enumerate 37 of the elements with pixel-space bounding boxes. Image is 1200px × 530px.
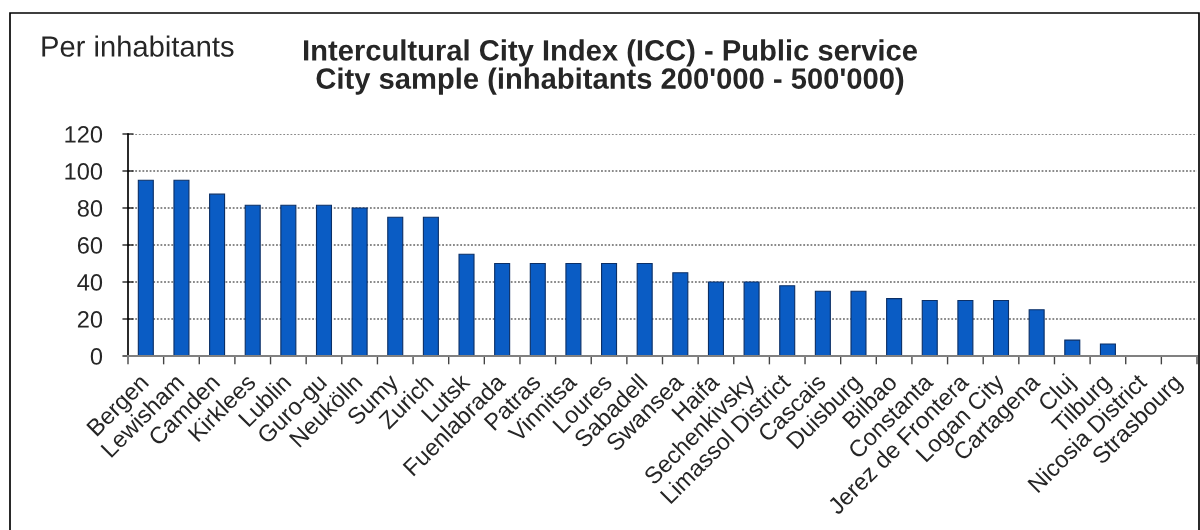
y-tick-label: 40: [77, 274, 103, 291]
bar: [886, 298, 903, 356]
bar: [850, 290, 867, 356]
bar: [921, 299, 938, 356]
bar: [1064, 339, 1081, 356]
bar: [707, 281, 724, 356]
y-tick-label: 80: [77, 200, 103, 217]
bar: [779, 285, 796, 356]
y-tick-label: 60: [77, 237, 103, 254]
bar: [494, 262, 511, 356]
bar: [137, 179, 154, 356]
bar: [1099, 343, 1116, 356]
bar: [351, 207, 368, 356]
bar: [173, 179, 190, 356]
bar: [315, 204, 333, 356]
bar: [1028, 309, 1045, 356]
bar: [422, 216, 439, 356]
bar: [672, 272, 689, 356]
bar: [743, 281, 760, 356]
bar: [529, 262, 546, 356]
y-tick-label: 0: [90, 348, 103, 365]
bar: [814, 290, 831, 356]
bar: [280, 204, 297, 356]
bar: [387, 216, 404, 356]
bar: [601, 262, 618, 356]
y-tick-label: 20: [77, 311, 103, 328]
bar: [957, 299, 974, 356]
bar: [992, 299, 1010, 356]
chart-title: Intercultural City Index (ICC) - Public service City sample (inhabitants 200'000 - 500'000): [304, 39, 917, 95]
bar: [244, 204, 261, 356]
bar: [209, 193, 226, 356]
bar: [565, 262, 582, 356]
bar: [458, 253, 475, 356]
y-axis-title: Per inhabitants: [42, 35, 234, 57]
y-tick-label: 120: [65, 126, 103, 143]
y-tick-label: 100: [65, 163, 103, 180]
bar: [636, 262, 653, 356]
